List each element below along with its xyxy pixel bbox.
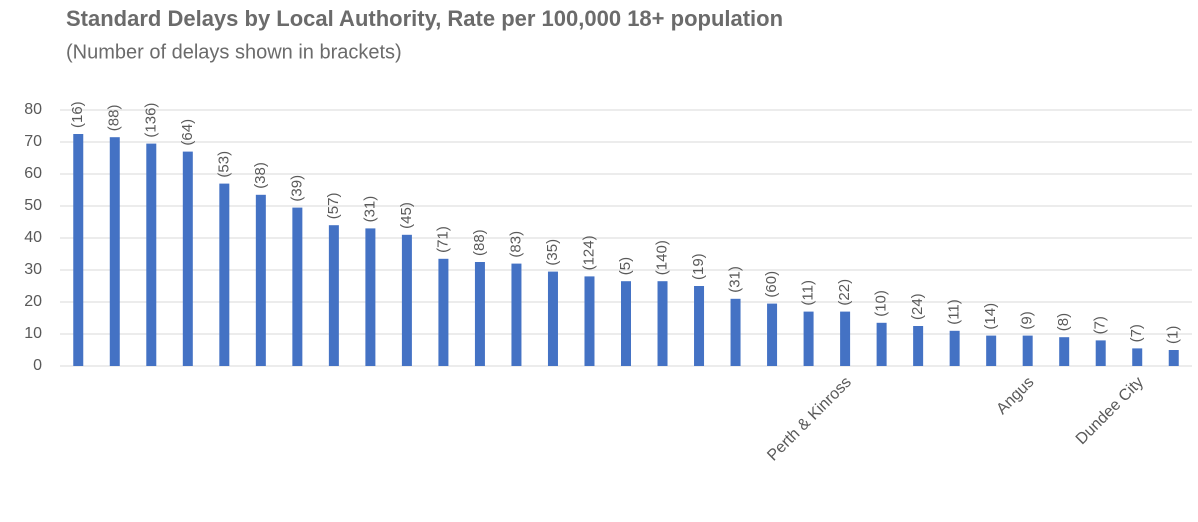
- bar: [1059, 337, 1070, 366]
- bar: [840, 311, 851, 366]
- count-label: (60): [763, 271, 780, 298]
- bar: [913, 326, 924, 366]
- bar: [1132, 348, 1143, 366]
- bar: [511, 263, 522, 366]
- bar: [547, 271, 558, 366]
- count-label: (35): [544, 239, 561, 266]
- bar: [730, 298, 741, 366]
- count-label: (83): [507, 231, 524, 258]
- bar: [694, 286, 705, 366]
- count-label: (124): [580, 235, 597, 270]
- x-tick-label: Dundee City: [1073, 374, 1147, 448]
- count-label: (39): [288, 175, 305, 202]
- count-label: (19): [690, 253, 707, 280]
- bar: [328, 225, 339, 366]
- count-label: (64): [179, 119, 196, 146]
- y-tick-label: 30: [24, 261, 42, 278]
- y-tick-label: 10: [24, 325, 42, 342]
- count-label: (57): [325, 193, 342, 220]
- bar: [292, 207, 303, 366]
- y-tick-label: 70: [24, 133, 42, 150]
- count-label: (1): [1165, 326, 1182, 344]
- count-label: (140): [653, 240, 670, 275]
- count-label: (16): [69, 101, 86, 128]
- bar: [986, 335, 997, 366]
- count-label: (11): [946, 299, 963, 325]
- chart-title: Standard Delays by Local Authority, Rate…: [66, 6, 783, 31]
- bar: [621, 281, 631, 366]
- count-label: (8): [1055, 313, 1072, 331]
- count-label: (53): [215, 151, 232, 178]
- x-tick-label: Perth & Kinross: [764, 374, 855, 465]
- bar: [657, 281, 668, 366]
- bar: [1168, 350, 1179, 366]
- chart-subtitle: (Number of delays shown in brackets): [66, 41, 402, 63]
- y-tick-label: 50: [24, 197, 42, 214]
- count-label: (14): [982, 303, 999, 330]
- bar: [255, 194, 266, 366]
- count-label: (88): [106, 105, 123, 132]
- bar: [73, 134, 84, 366]
- bar: [949, 330, 960, 366]
- count-label: (88): [471, 229, 488, 256]
- y-tick-label: 60: [24, 165, 42, 182]
- count-label: (71): [434, 226, 451, 253]
- count-label: (22): [836, 279, 853, 306]
- y-tick-label: 20: [24, 293, 42, 310]
- bar: [365, 228, 376, 366]
- bar: [474, 262, 485, 366]
- count-label: (24): [909, 293, 926, 320]
- bar: [584, 276, 595, 366]
- bar: [401, 234, 412, 366]
- y-tick-label: 0: [33, 357, 42, 374]
- count-label: (7): [1128, 324, 1145, 342]
- count-label: (10): [873, 290, 890, 317]
- bar: [1095, 340, 1106, 366]
- bar: [876, 322, 887, 366]
- count-label: (136): [142, 103, 159, 138]
- x-tick-label: Angus: [993, 374, 1037, 418]
- bar: [1022, 335, 1033, 366]
- bar: [219, 183, 230, 366]
- count-label: (31): [727, 266, 744, 293]
- count-label: (11): [800, 280, 817, 306]
- bar: [146, 143, 157, 366]
- count-label: (9): [1019, 311, 1036, 329]
- count-label: (5): [617, 257, 634, 275]
- count-label: (45): [398, 202, 415, 229]
- y-tick-label: 80: [24, 101, 42, 118]
- count-label: (31): [361, 196, 378, 223]
- bar: [438, 258, 449, 366]
- bar: [109, 137, 120, 366]
- count-label: (38): [252, 162, 269, 189]
- y-tick-label: 40: [24, 229, 42, 246]
- bar: [803, 311, 814, 366]
- bar: [767, 303, 778, 366]
- count-label: (7): [1092, 316, 1109, 334]
- bar: [182, 151, 193, 366]
